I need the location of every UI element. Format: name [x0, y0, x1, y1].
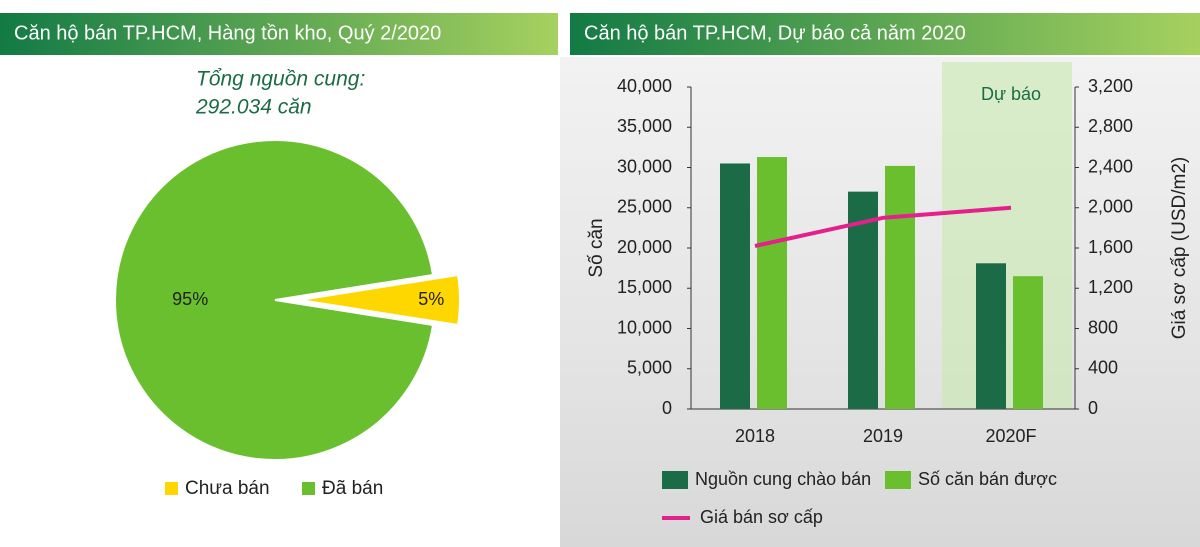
y2-axis-title: Giá sơ cấp (USD/m2) — [1169, 157, 1190, 339]
data-label: 5% — [418, 289, 444, 309]
pie-slice — [114, 139, 435, 461]
header-bar — [570, 13, 1200, 55]
annotation: 292.034 căn — [195, 96, 312, 119]
y2-tick-label: 400 — [1088, 358, 1118, 378]
legend-swatch — [302, 482, 315, 495]
legend-swatch — [662, 471, 688, 489]
legend-swatch — [885, 471, 911, 489]
y2-tick-label: 1,200 — [1088, 277, 1133, 297]
bar — [885, 165, 915, 409]
x-tick-label: 2019 — [863, 426, 903, 446]
legend-label: Số căn bán được — [918, 469, 1057, 489]
x-tick-label: 2020F — [985, 426, 1036, 446]
y-tick-label: 10,000 — [617, 317, 672, 337]
bar — [757, 157, 787, 409]
y-axis-title: Số căn — [586, 218, 607, 277]
y-tick-label: 20,000 — [617, 237, 672, 257]
chart-title: Căn hộ bán TP.HCM, Dự báo cả năm 2020 — [584, 22, 966, 44]
y2-tick-label: 2,400 — [1088, 156, 1133, 176]
y-tick-label: 15,000 — [617, 277, 672, 297]
y2-tick-label: 800 — [1088, 317, 1118, 337]
annotation: Dự báo — [981, 84, 1041, 104]
y-tick-label: 5,000 — [627, 358, 672, 378]
y-tick-label: 35,000 — [617, 116, 672, 136]
y2-tick-label: 3,200 — [1088, 76, 1133, 96]
y2-tick-label: 0 — [1088, 398, 1098, 418]
forecast-region — [942, 62, 1072, 409]
legend-label: Nguồn cung chào bán — [695, 469, 871, 489]
bar — [720, 163, 750, 409]
header-bar — [0, 13, 558, 55]
y2-tick-label: 1,600 — [1088, 237, 1133, 257]
y-tick-label: 30,000 — [617, 156, 672, 176]
y-tick-label: 40,000 — [617, 76, 672, 96]
y2-tick-label: 2,800 — [1088, 116, 1133, 136]
legend-label: Đã bán — [322, 478, 383, 499]
x-tick-label: 2018 — [735, 426, 775, 446]
bar — [1013, 276, 1043, 409]
legend-label: Chưa bán — [185, 478, 270, 499]
legend-swatch — [165, 482, 178, 495]
chart-title: Căn hộ bán TP.HCM, Hàng tồn kho, Quý 2/2… — [14, 22, 441, 44]
y-tick-label: 0 — [662, 398, 672, 418]
bar — [848, 191, 878, 409]
annotation: Tổng nguồn cung: — [196, 68, 365, 91]
data-label: 95% — [172, 289, 208, 309]
y-tick-label: 25,000 — [617, 197, 672, 217]
line — [754, 205, 1012, 248]
y2-tick-label: 2,000 — [1088, 197, 1133, 217]
legend-label: Giá bán sơ cấp — [700, 507, 823, 527]
pie-slice — [299, 273, 461, 327]
bar — [976, 263, 1006, 409]
background — [560, 57, 1200, 547]
